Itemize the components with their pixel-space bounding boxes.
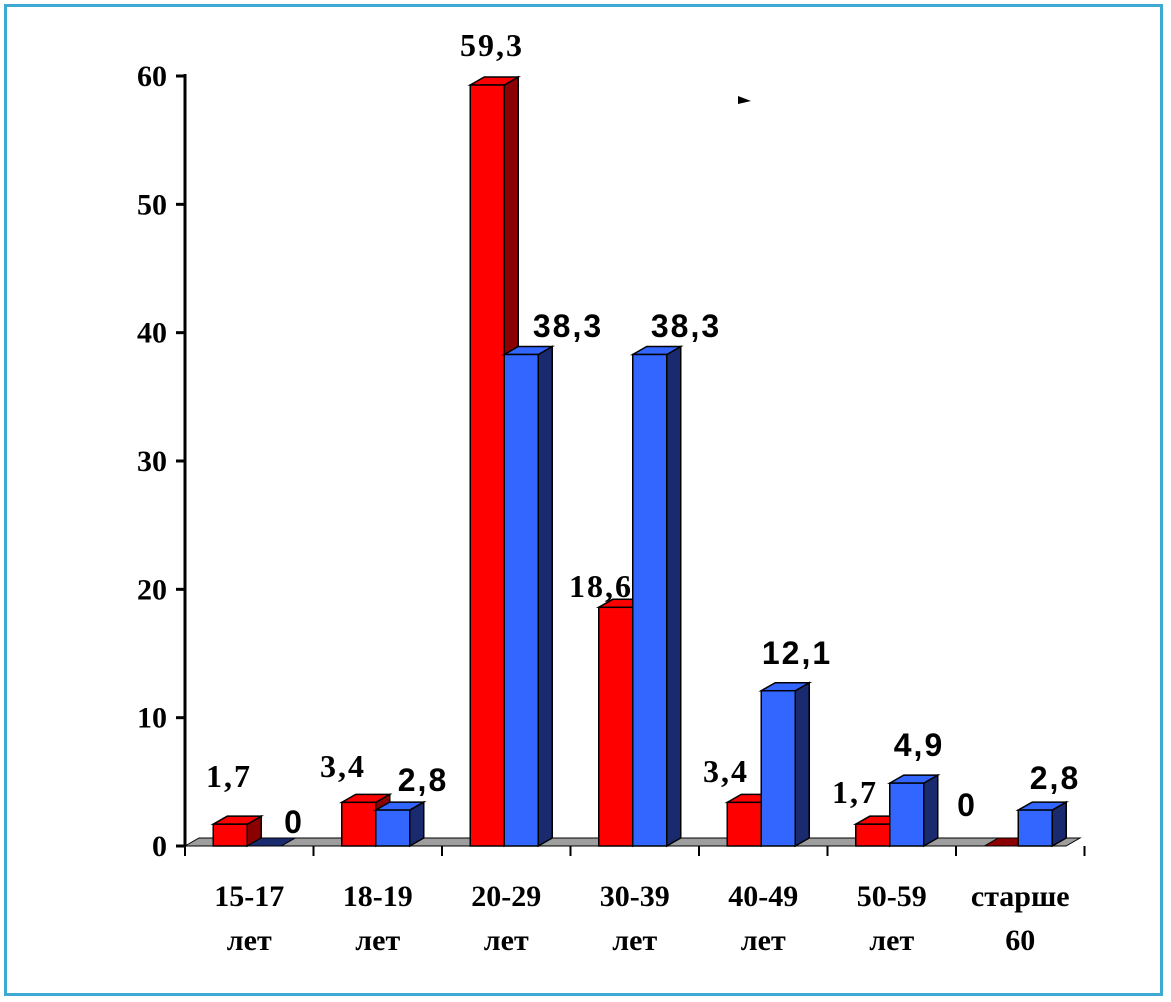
chart-frame — [4, 4, 1163, 996]
x-category-label: 20-29 — [471, 880, 541, 913]
x-category-label: 50-59 — [857, 880, 927, 913]
bar-blue-side — [923, 773, 939, 848]
bar-blue — [1017, 809, 1053, 847]
data-label-blue: 38,3 — [651, 308, 721, 344]
x-category-label: лет — [869, 924, 914, 957]
x-category-label: лет — [484, 924, 529, 957]
bar-blue-side — [794, 681, 810, 848]
x-category-label: 60 — [1005, 924, 1035, 957]
bar-blue-flat — [245, 837, 298, 847]
bar-red — [212, 823, 248, 847]
x-category-label: 40-49 — [728, 880, 798, 913]
bar-blue — [375, 809, 411, 847]
y-tick-label: 30 — [137, 445, 167, 478]
bar-red — [726, 801, 762, 847]
bar-blue-side — [537, 345, 553, 848]
stray-marker-icon — [738, 96, 751, 104]
x-category-label: 18-19 — [343, 880, 413, 913]
x-category-label: 15-17 — [214, 880, 284, 913]
data-label-red: 1,7 — [206, 758, 252, 794]
x-category-label: старше — [971, 880, 1070, 913]
bar-blue — [760, 689, 796, 847]
y-tick-label: 40 — [137, 317, 167, 350]
data-label-red: 59,3 — [460, 27, 524, 63]
x-category-label: лет — [227, 924, 272, 957]
data-label-blue: 38,3 — [533, 308, 603, 344]
bar-red — [341, 801, 377, 847]
data-label-blue: 4,9 — [894, 727, 944, 763]
bar-red — [855, 823, 891, 847]
data-label-blue: 2,8 — [1030, 760, 1080, 796]
bar-blue — [632, 353, 668, 847]
y-tick-label: 0 — [152, 830, 167, 863]
data-label-blue: 2,8 — [398, 762, 448, 798]
data-label-blue: 12,1 — [762, 635, 832, 671]
x-category-label: лет — [355, 924, 400, 957]
bar-red — [598, 606, 634, 847]
data-label-red: 3,4 — [320, 748, 366, 784]
bar-blue — [503, 353, 539, 847]
data-label-red: 3,4 — [703, 753, 749, 789]
y-tick-label: 60 — [137, 60, 167, 93]
bar-red — [469, 84, 505, 847]
data-label-red: 0 — [957, 787, 977, 823]
x-category-label: лет — [612, 924, 657, 957]
bar-blue — [889, 782, 925, 847]
y-tick-label: 20 — [137, 573, 167, 606]
data-label-blue: 0 — [284, 804, 304, 840]
y-tick-label: 50 — [137, 188, 167, 221]
x-category-label: лет — [741, 924, 786, 957]
y-tick-label: 10 — [137, 702, 167, 735]
data-label-red: 18,6 — [569, 568, 633, 604]
bar-blue-side — [666, 345, 682, 848]
x-category-label: 30-39 — [600, 880, 670, 913]
data-label-red: 1,7 — [832, 774, 878, 810]
